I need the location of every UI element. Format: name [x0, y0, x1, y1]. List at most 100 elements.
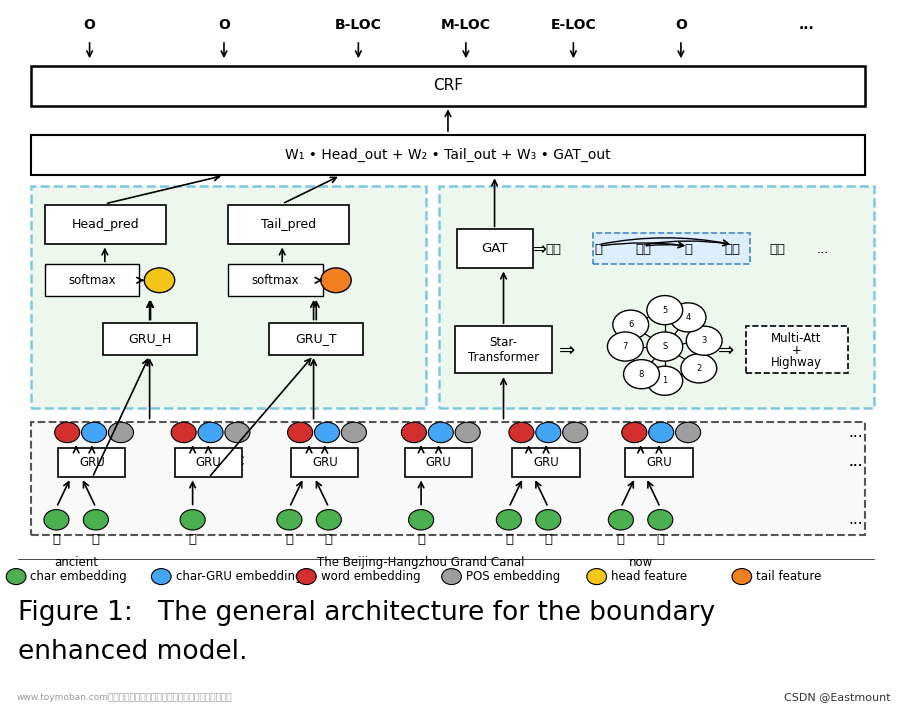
Text: 4: 4 [686, 313, 691, 322]
FancyBboxPatch shape [103, 323, 197, 355]
Text: 大: 大 [417, 533, 425, 546]
Circle shape [44, 510, 69, 530]
Text: Tail_pred: Tail_pred [261, 218, 316, 231]
Text: 的: 的 [188, 533, 197, 546]
Text: 运河: 运河 [521, 455, 537, 468]
Text: ⇒: ⇒ [717, 341, 734, 360]
Text: softmax: softmax [251, 274, 299, 287]
Circle shape [288, 422, 313, 443]
FancyBboxPatch shape [228, 264, 323, 296]
Text: 1: 1 [662, 376, 667, 385]
Text: 杭: 杭 [324, 533, 333, 546]
Text: GRU: GRU [312, 456, 337, 469]
FancyBboxPatch shape [45, 264, 139, 296]
Text: B-LOC: B-LOC [335, 18, 382, 33]
Circle shape [109, 422, 133, 443]
Text: 6: 6 [628, 320, 633, 329]
Text: Figure 1:   The general architecture for the boundary: Figure 1: The general architecture for t… [18, 600, 715, 626]
Text: 的: 的 [188, 455, 197, 468]
Circle shape [277, 510, 302, 530]
Text: DEC: DEC [218, 455, 246, 468]
Circle shape [152, 569, 171, 585]
Circle shape [198, 422, 223, 443]
Text: GRU: GRU [79, 456, 105, 469]
Circle shape [609, 510, 633, 530]
Text: O: O [218, 18, 230, 33]
Circle shape [225, 422, 250, 443]
FancyBboxPatch shape [269, 323, 363, 355]
Circle shape [536, 422, 561, 443]
Text: Highway: Highway [771, 356, 822, 369]
FancyBboxPatch shape [58, 448, 125, 477]
Text: GAT: GAT [482, 242, 508, 255]
FancyBboxPatch shape [228, 205, 349, 244]
Text: GRU_H: GRU_H [129, 332, 172, 345]
Text: 5: 5 [662, 306, 667, 314]
Circle shape [509, 422, 534, 443]
Text: GRU: GRU [646, 456, 672, 469]
Text: 京: 京 [285, 533, 293, 546]
FancyBboxPatch shape [292, 448, 358, 477]
Text: www.toymoban.com网络图片仅供展示，非存储，如有侵权请联系删除。: www.toymoban.com网络图片仅供展示，非存储，如有侵权请联系删除。 [16, 693, 232, 702]
Text: 3: 3 [702, 336, 707, 345]
Text: ...: ... [848, 454, 863, 469]
Text: char embedding: char embedding [30, 570, 127, 583]
Text: 古: 古 [52, 533, 60, 546]
Circle shape [55, 422, 80, 443]
Text: Multi-Att: Multi-Att [771, 332, 822, 345]
FancyBboxPatch shape [31, 186, 426, 408]
Circle shape [180, 510, 205, 530]
Circle shape [81, 422, 107, 443]
Text: 大: 大 [684, 243, 692, 256]
Circle shape [441, 569, 462, 585]
Circle shape [316, 510, 341, 530]
FancyBboxPatch shape [593, 233, 749, 264]
Circle shape [608, 332, 643, 361]
Circle shape [648, 510, 673, 530]
FancyBboxPatch shape [625, 448, 693, 477]
Circle shape [429, 422, 453, 443]
Text: The Beijing-Hangzhou Grand Canal: The Beijing-Hangzhou Grand Canal [317, 555, 525, 569]
Text: 如今: 如今 [632, 455, 649, 468]
FancyArrowPatch shape [601, 238, 728, 245]
Text: VA: VA [107, 455, 124, 468]
Circle shape [409, 510, 433, 530]
Text: M-LOC: M-LOC [441, 18, 491, 33]
Text: ⇒: ⇒ [559, 341, 575, 360]
Text: NT: NT [671, 455, 689, 468]
Text: 运: 运 [505, 533, 513, 546]
Text: ...: ... [799, 18, 814, 33]
Text: 京杭: 京杭 [635, 243, 652, 256]
Text: GRU: GRU [426, 456, 452, 469]
FancyBboxPatch shape [31, 66, 865, 106]
Circle shape [681, 354, 717, 383]
Text: CRF: CRF [433, 78, 463, 93]
Circle shape [144, 268, 175, 293]
Circle shape [455, 422, 480, 443]
Circle shape [563, 422, 588, 443]
Text: GRU: GRU [196, 456, 221, 469]
Circle shape [496, 510, 521, 530]
Text: E-LOC: E-LOC [550, 18, 596, 33]
Text: 如: 如 [617, 533, 625, 546]
FancyBboxPatch shape [175, 448, 242, 477]
Circle shape [686, 326, 722, 355]
FancyBboxPatch shape [439, 186, 874, 408]
FancyArrowPatch shape [601, 242, 684, 248]
Circle shape [296, 569, 316, 585]
Text: GRU: GRU [533, 456, 559, 469]
Text: ...: ... [848, 513, 863, 527]
FancyBboxPatch shape [31, 422, 865, 535]
Text: tail feature: tail feature [756, 570, 822, 583]
Text: NN: NN [558, 455, 578, 468]
Circle shape [536, 510, 561, 530]
Text: 的: 的 [594, 243, 602, 256]
Text: word embedding: word embedding [321, 570, 420, 583]
Text: 运河: 运河 [725, 243, 741, 256]
Circle shape [622, 422, 647, 443]
Text: POS embedding: POS embedding [466, 570, 560, 583]
Text: GRU_T: GRU_T [295, 332, 336, 345]
Text: 河: 河 [545, 533, 552, 546]
FancyBboxPatch shape [747, 326, 847, 373]
FancyBboxPatch shape [31, 135, 865, 175]
